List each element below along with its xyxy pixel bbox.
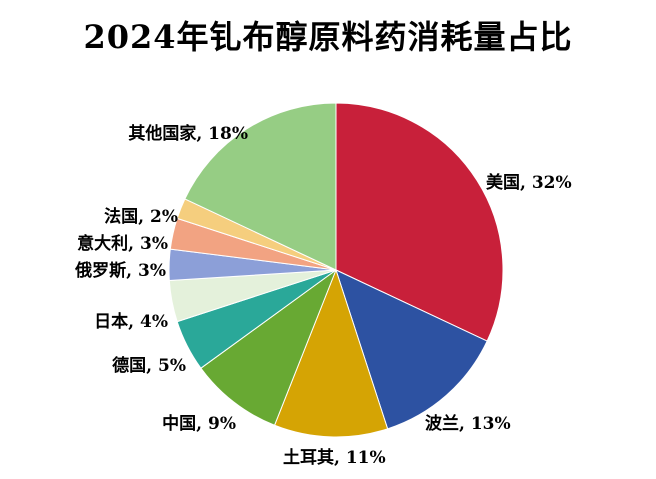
pie-slice-label-others: 其他国家, 18% [128,123,248,144]
pie-slice-poland [335,269,488,430]
pie-slice-label-france: 法国, 2% [104,206,178,227]
pie-slice-label-germany: 德国, 5% [112,355,186,376]
pie-slice-label-russia: 俄罗斯, 3% [74,260,166,281]
pie-slice-usa [335,102,504,342]
pie-slice-label-turkey: 土耳其, 11% [283,447,386,468]
pie-slice-turkey [274,269,389,438]
pie-slice-others [184,102,337,271]
pie-slice-china [200,269,337,426]
pie-slice-label-china: 中国, 9% [162,413,236,434]
pie-slice-label-japan: 日本, 4% [94,311,168,332]
pie-slice-label-poland: 波兰, 13% [425,413,511,434]
pie-slice-label-usa: 美国, 32% [486,172,572,193]
chart-title: 2024年钆布醇原料药消耗量占比 [83,18,573,56]
pie-slice-label-italy: 意大利, 3% [77,233,168,254]
